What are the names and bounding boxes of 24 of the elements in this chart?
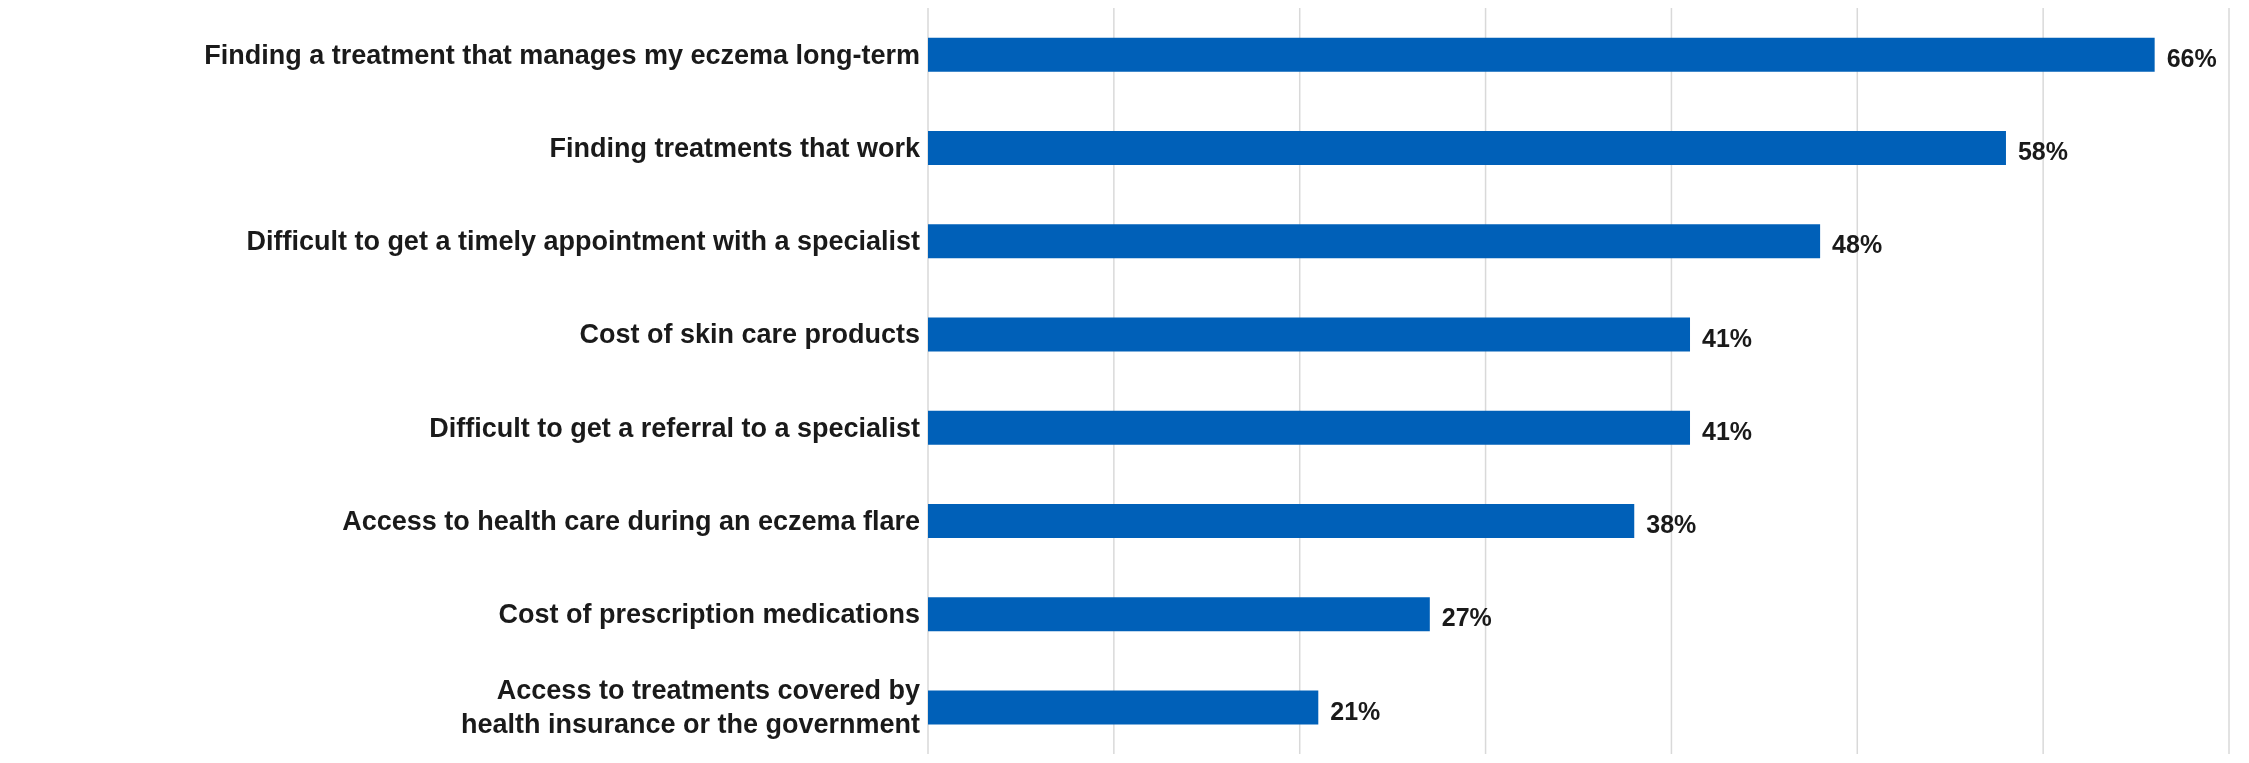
bar [928, 597, 1430, 632]
data-label: 38% [1646, 510, 1697, 539]
bar [928, 224, 1821, 259]
y-tick-label: Finding treatments that work [549, 132, 921, 163]
y-tick-label: Cost of prescription medications [498, 599, 920, 630]
y-tick-label: Cost of skin care products [579, 319, 920, 350]
bar [928, 690, 1319, 725]
data-label: 48% [1832, 230, 1883, 259]
data-label: 41% [1702, 416, 1753, 445]
bar [928, 37, 2155, 72]
data-label: 41% [1702, 323, 1753, 352]
y-tick-label: Access to health care during an eczema flare [342, 505, 920, 536]
y-tick-label: Finding a treatment that manages my eczema long-term [204, 39, 920, 70]
bar [928, 410, 1691, 445]
bar [928, 504, 1635, 539]
y-tick-label: Access to treatments covered by health insurance or the government [460, 675, 921, 740]
data-label: 58% [2017, 137, 2069, 166]
data-label: 66% [2166, 43, 2217, 72]
bar [928, 131, 2006, 166]
y-tick-label: Difficult to get a timely appointment with a specialist [246, 226, 920, 257]
bar [928, 317, 1691, 352]
y-tick-label: Difficult to get a referral to a specialist [429, 412, 920, 443]
data-label: 21% [1330, 696, 1381, 725]
data-label: 27% [1441, 603, 1492, 632]
